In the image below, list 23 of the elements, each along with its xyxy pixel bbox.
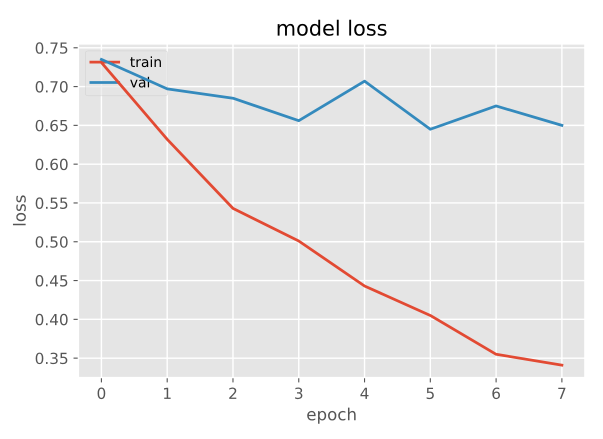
x-tick-label: 0 bbox=[98, 388, 106, 400]
y-tick-label: 0.75 bbox=[36, 42, 68, 54]
y-axis-title: loss bbox=[12, 195, 26, 226]
y-tick-label: 0.35 bbox=[36, 352, 68, 364]
x-tick-label: 3 bbox=[295, 388, 302, 400]
x-tick-label: 7 bbox=[558, 388, 566, 399]
y-tick-label: 0.65 bbox=[36, 120, 68, 132]
legend-label: val bbox=[130, 76, 150, 88]
x-tick-label: 2 bbox=[229, 388, 236, 399]
y-tick-label: 0.50 bbox=[36, 236, 68, 248]
x-tick-label: 1 bbox=[164, 388, 171, 399]
x-tick-label: 4 bbox=[360, 388, 369, 399]
x-axis-title: epoch bbox=[307, 408, 356, 424]
y-tick-label: 0.55 bbox=[36, 197, 68, 209]
chart-title: model loss bbox=[278, 20, 386, 36]
y-tick-label: 0.70 bbox=[36, 81, 68, 93]
y-tick-label: 0.60 bbox=[36, 158, 68, 170]
x-tick-label: 6 bbox=[492, 388, 500, 400]
y-tick-label: 0.45 bbox=[36, 275, 68, 287]
line-series bbox=[100, 58, 564, 131]
y-tick-label: 0.40 bbox=[36, 314, 68, 326]
x-tick-label: 5 bbox=[426, 388, 434, 400]
legend-label: train bbox=[130, 56, 161, 68]
